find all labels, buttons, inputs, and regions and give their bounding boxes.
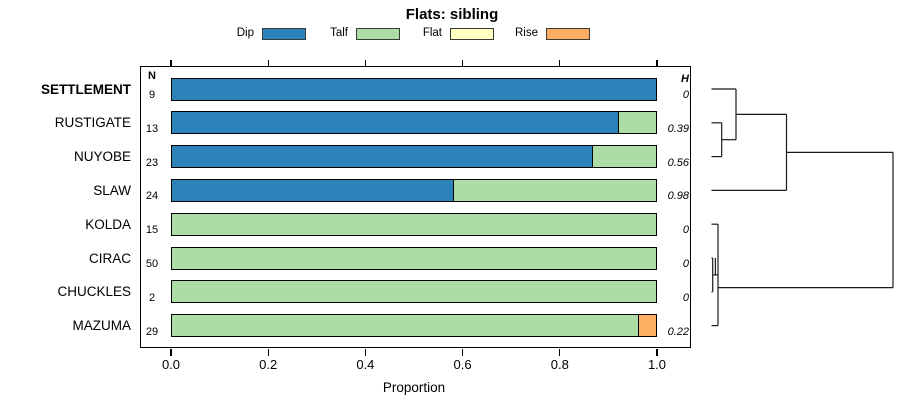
- axis-tick-label: 0.4: [356, 357, 375, 372]
- n-value: 2: [148, 291, 156, 304]
- h-value: 0.22: [667, 325, 689, 338]
- n-column-header: N: [148, 70, 156, 82]
- axis-tick-bottom: [462, 349, 464, 356]
- stacked-bar-nuyobe: [171, 145, 657, 169]
- n-value: 9: [148, 89, 156, 101]
- row-label-cirac: CIRAC: [88, 250, 131, 266]
- bar-segment-talf: [172, 247, 656, 269]
- axis-tick-label: 0.8: [550, 357, 569, 372]
- legend-swatch-dip: [262, 28, 306, 40]
- bar-segment-talf: [618, 112, 656, 134]
- h-value: 0: [682, 89, 689, 101]
- n-value: 15: [145, 224, 159, 237]
- bar-segment-dip: [172, 112, 619, 134]
- row-label-chuckles: CHUCKLES: [57, 284, 131, 300]
- bar-segment-dip: [172, 78, 656, 100]
- axis-tick-top: [267, 59, 269, 66]
- h-value: 0: [682, 258, 689, 270]
- legend-swatch-rise: [546, 28, 590, 40]
- legend-swatch-flat: [450, 28, 494, 40]
- axis-tick-top: [656, 59, 658, 66]
- chart-title: Flats: sibling: [405, 6, 499, 23]
- axis-tick-label: 0.2: [259, 357, 278, 372]
- n-value: 23: [145, 156, 159, 169]
- h-value: 0: [682, 291, 689, 304]
- h-value: 0.56: [667, 156, 689, 169]
- axis-tick-top: [462, 59, 464, 66]
- axis-tick-bottom: [656, 349, 658, 356]
- axis-tick-label: 0.0: [161, 357, 181, 372]
- legend-swatch-talf: [356, 28, 400, 40]
- row-label-settlement: SETTLEMENT: [41, 81, 131, 97]
- axis-tick-label: 1.0: [647, 357, 667, 372]
- bar-segment-talf: [172, 281, 656, 303]
- bar-segment-talf: [593, 146, 656, 168]
- h-value: 0.98: [667, 190, 689, 203]
- n-value: 13: [145, 122, 159, 135]
- axis-tick-bottom: [364, 349, 366, 356]
- axis-tick-bottom: [170, 349, 172, 356]
- bar-segment-dip: [172, 179, 455, 201]
- n-value: 24: [145, 190, 159, 203]
- bar-segment-dip: [172, 146, 594, 168]
- legend-label-flat: Flat: [422, 27, 442, 39]
- row-label-mazuma: MAZUMA: [72, 318, 132, 334]
- h-value: 0: [682, 224, 689, 237]
- stacked-bar-mazuma: [171, 314, 657, 338]
- row-label-rustigate: RUSTIGATE: [54, 115, 131, 131]
- row-label-nuyobe: NUYOBE: [73, 149, 131, 165]
- legend-label-dip: Dip: [236, 27, 254, 39]
- axis-tick-top: [364, 59, 366, 66]
- axis-tick-label: 0.6: [453, 357, 472, 372]
- stacked-bar-chuckles: [171, 280, 657, 304]
- axis-tick-top: [170, 59, 172, 66]
- legend-label-rise: Rise: [514, 27, 538, 39]
- stacked-bar-rustigate: [171, 111, 657, 135]
- h-value: 0.39: [667, 122, 689, 135]
- axis-tick-bottom: [559, 349, 561, 356]
- bar-segment-rise: [639, 315, 656, 337]
- stacked-bar-slaw: [171, 178, 657, 202]
- legend-label-talf: Talf: [330, 27, 348, 39]
- stacked-bar-settlement: [171, 77, 657, 101]
- stacked-bar-kolda: [171, 212, 657, 236]
- axis-tick-bottom: [267, 349, 269, 356]
- h-column-header: H: [681, 73, 689, 85]
- bar-segment-talf: [172, 213, 656, 235]
- stacked-bar-cirac: [171, 246, 657, 270]
- row-label-kolda: KOLDA: [85, 216, 131, 232]
- n-value: 29: [145, 325, 159, 338]
- x-axis-label: Proportion: [382, 380, 446, 395]
- axis-tick-top: [559, 59, 561, 66]
- n-value: 50: [145, 258, 159, 270]
- bar-segment-talf: [454, 179, 656, 201]
- row-label-slaw: SLAW: [93, 182, 131, 198]
- bar-segment-talf: [172, 315, 640, 337]
